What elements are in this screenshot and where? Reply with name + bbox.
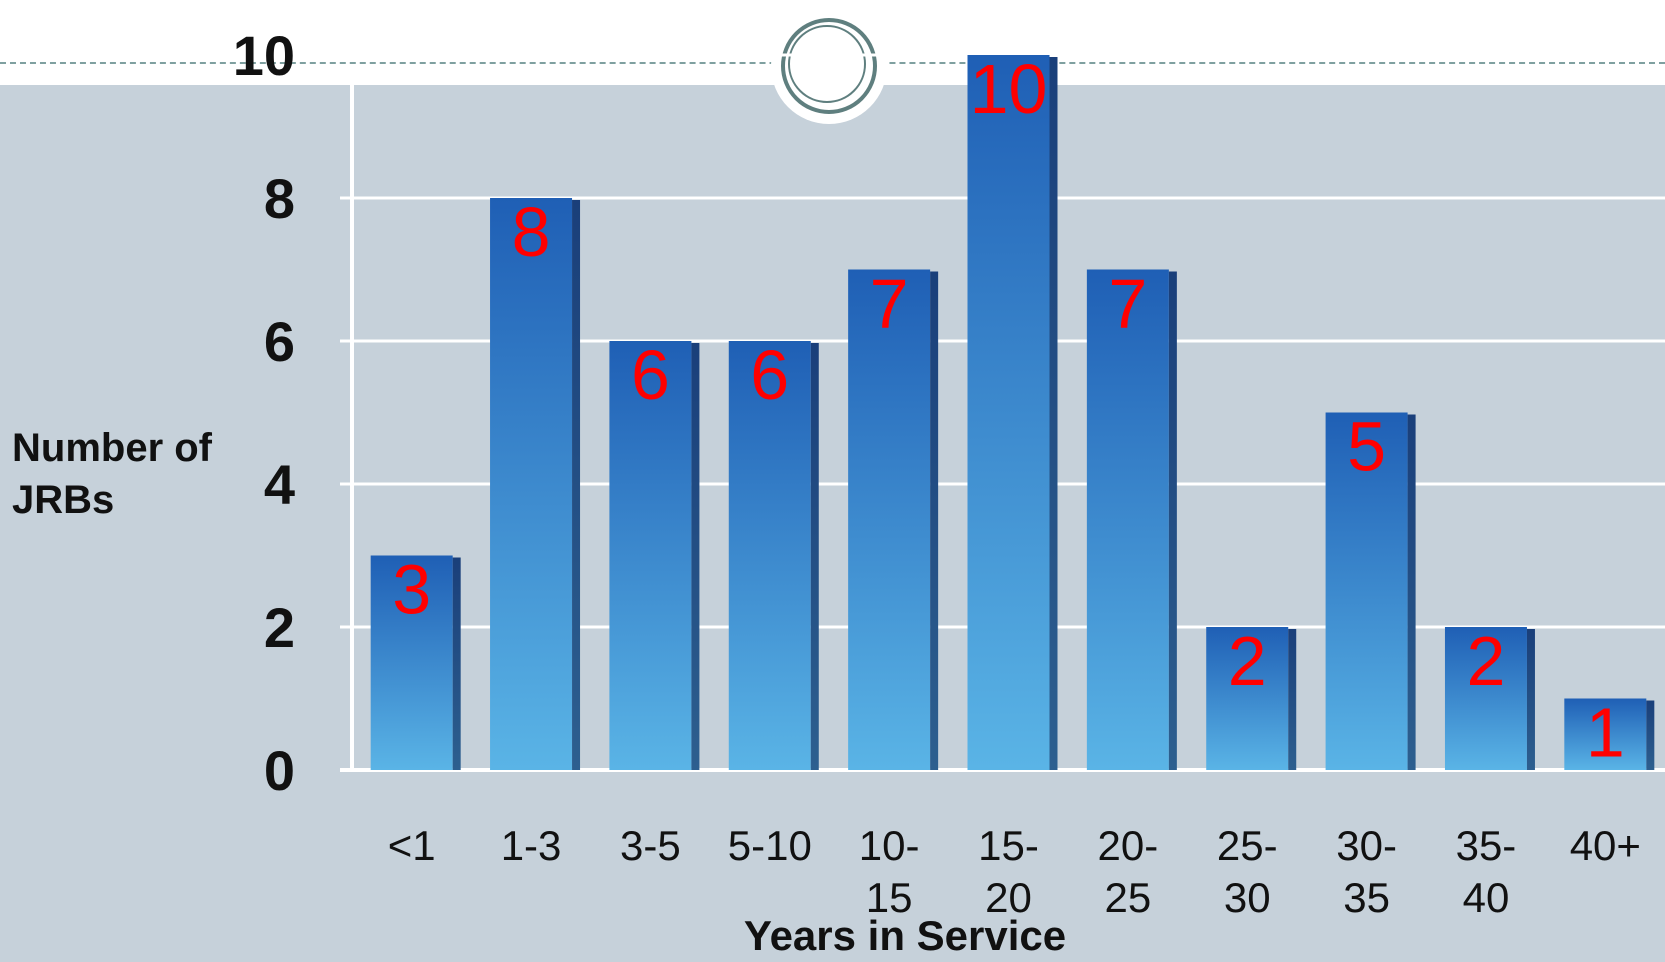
y-tick-label: 8 — [264, 167, 295, 230]
x-axis-label: Years in Service — [743, 912, 1067, 959]
bar — [1444, 627, 1527, 770]
bar — [1086, 269, 1169, 770]
bar-value-label: 6 — [750, 336, 789, 414]
bar-value-label: 5 — [1347, 408, 1386, 486]
x-tick-label-line: 15- — [978, 822, 1039, 869]
x-tick-label-line: 15 — [866, 874, 913, 921]
bar-side — [1646, 700, 1655, 770]
bar-side — [691, 343, 700, 770]
y-tick-labels: 0 2 4 6 8 10 — [233, 24, 295, 802]
x-tick-label-line: <1 — [388, 822, 436, 869]
bar-side — [1407, 414, 1416, 770]
bar-side — [930, 271, 939, 770]
x-tick-label-line: 25 — [1105, 874, 1152, 921]
x-tick-label: <1 — [388, 822, 436, 869]
bar-value-label: 1 — [1586, 694, 1625, 772]
bar-value-label: 6 — [631, 336, 670, 414]
bar — [609, 341, 692, 770]
x-tick-label-line: 30- — [1336, 822, 1397, 869]
x-tick-label-line: 3-5 — [620, 822, 681, 869]
bar-side — [1288, 629, 1297, 770]
x-tick-label: 10-15 — [859, 822, 920, 921]
x-tick-label: 5-10 — [728, 822, 812, 869]
bar-value-label: 7 — [870, 265, 909, 343]
x-tick-label-line: 20 — [985, 874, 1032, 921]
bar — [967, 55, 1050, 770]
x-tick-labels: <1 1-3 3-5 5-10 10-1515-2020-2525-3030-3535-… — [388, 822, 1641, 921]
x-tick-label: 40+ — [1570, 822, 1641, 869]
bar-side — [1049, 57, 1058, 770]
bar-value-label: 10 — [970, 50, 1048, 128]
x-tick-label: 15-20 — [978, 822, 1039, 921]
x-tick-label: 1-3 — [501, 822, 562, 869]
x-tick-label-line: 40+ — [1570, 822, 1641, 869]
y-axis-label: Number of JRBs — [12, 422, 212, 526]
x-tick-label-line: 20- — [1098, 822, 1159, 869]
x-tick-label-line: 10- — [859, 822, 920, 869]
x-tick-label-line: 40 — [1463, 874, 1510, 921]
y-axis-label-line: JRBs — [12, 478, 115, 522]
x-tick-label-line: 5-10 — [728, 822, 812, 869]
bar-value-label: 3 — [392, 551, 431, 629]
bar — [1325, 412, 1408, 770]
bar — [1206, 627, 1289, 770]
bar — [490, 198, 573, 770]
bar-value-label: 2 — [1466, 622, 1505, 700]
y-tick-label: 6 — [264, 310, 295, 373]
x-tick-label-line: 1-3 — [501, 822, 562, 869]
x-tick-label-line: 35 — [1343, 874, 1390, 921]
x-tick-label: 3-5 — [620, 822, 681, 869]
x-tick-label: 30-35 — [1336, 822, 1397, 921]
x-tick-label-line: 35- — [1456, 822, 1517, 869]
y-tick-label: 2 — [264, 596, 295, 659]
y-tick-label: 0 — [264, 739, 295, 802]
bar-value-label: 8 — [512, 193, 551, 271]
x-tick-label: 20-25 — [1098, 822, 1159, 921]
x-tick-label-line: 30 — [1224, 874, 1271, 921]
bar — [1564, 698, 1647, 770]
bar-value-label: 7 — [1108, 265, 1147, 343]
x-tick-label: 25-30 — [1217, 822, 1278, 921]
y-axis-label-line: Number of — [12, 426, 212, 470]
x-tick-label-line: 25- — [1217, 822, 1278, 869]
bar — [728, 341, 811, 770]
bar — [848, 269, 931, 770]
circle-ornament-icon — [771, 8, 887, 124]
value-labels: 3 8 6 6 7 10 7 2 5 2 1 — [392, 50, 1625, 772]
x-tick-label: 35-40 — [1456, 822, 1517, 921]
bars — [370, 55, 1655, 770]
bar-side — [1168, 271, 1177, 770]
bar-side — [572, 200, 581, 770]
bar-value-label: 2 — [1228, 622, 1267, 700]
bar-side — [452, 557, 461, 770]
bar-side — [1526, 629, 1535, 770]
bar — [370, 555, 453, 770]
y-tick-label: 4 — [264, 453, 295, 516]
y-tick-label: 10 — [233, 24, 295, 87]
bar-side — [810, 343, 819, 770]
